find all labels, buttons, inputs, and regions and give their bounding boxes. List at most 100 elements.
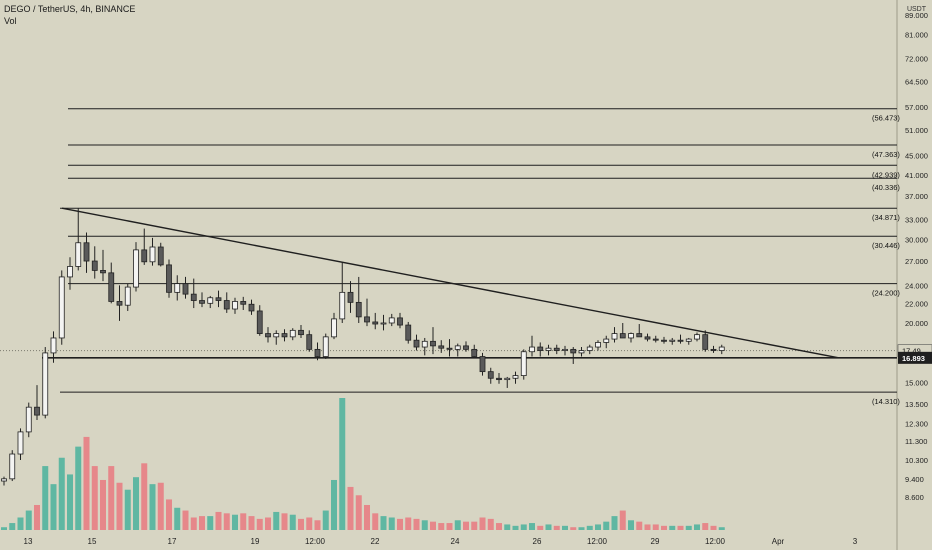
x-tick-label: 29 bbox=[651, 537, 660, 546]
candle-body bbox=[644, 336, 651, 340]
volume-bar bbox=[289, 514, 296, 530]
x-tick-label: 12:00 bbox=[587, 537, 608, 546]
candle-body bbox=[75, 242, 82, 267]
horizontal-level-label: (40.336) bbox=[872, 183, 900, 192]
volume-bar bbox=[496, 523, 502, 530]
y-tick-label: 89.000 bbox=[905, 11, 928, 20]
y-tick-label: 10.300 bbox=[905, 456, 928, 465]
volume-bar bbox=[298, 518, 304, 530]
volume-bar bbox=[364, 504, 370, 530]
x-tick-label: 12:00 bbox=[705, 537, 726, 546]
candle-body bbox=[298, 329, 304, 336]
volume-bar bbox=[91, 466, 98, 530]
volume-bar bbox=[372, 513, 379, 530]
candle-body bbox=[17, 431, 24, 455]
volume-bar bbox=[512, 525, 519, 530]
volume-bar bbox=[190, 517, 197, 530]
volume-bar bbox=[83, 436, 90, 530]
x-tick-label: 13 bbox=[24, 537, 33, 546]
y-tick-label: 57.000 bbox=[905, 103, 928, 112]
candle-body bbox=[50, 337, 57, 354]
volume-bar bbox=[570, 527, 577, 530]
volume-bar bbox=[454, 520, 461, 530]
horizontal-level-label: (47.363) bbox=[872, 150, 900, 159]
candle-body bbox=[67, 266, 73, 278]
volume-bar bbox=[116, 482, 123, 530]
candle-body bbox=[141, 249, 148, 263]
y-tick-label: 15.000 bbox=[905, 378, 928, 387]
candle-body bbox=[314, 348, 321, 357]
candle-body bbox=[471, 348, 478, 357]
volume-bar bbox=[108, 466, 115, 530]
volume-bar bbox=[628, 520, 634, 530]
candle-body bbox=[100, 270, 106, 274]
candle-body bbox=[430, 340, 436, 347]
volume-bar bbox=[685, 525, 692, 530]
volume-bar bbox=[248, 516, 255, 530]
candle-body bbox=[463, 345, 469, 350]
candle-body bbox=[133, 249, 139, 288]
candle-body bbox=[83, 242, 90, 262]
volume-bar bbox=[578, 527, 585, 530]
candle-body bbox=[273, 333, 280, 338]
volume-bar bbox=[166, 499, 172, 530]
y-tick-label: 11.300 bbox=[905, 437, 927, 446]
x-tick-label: 26 bbox=[533, 537, 542, 546]
volume-bar bbox=[694, 524, 700, 530]
volume-bar bbox=[42, 466, 49, 530]
y-tick-label: 45.000 bbox=[905, 152, 928, 161]
volume-bar bbox=[710, 525, 717, 530]
volume-bar bbox=[141, 463, 148, 530]
axis-unit-label: USDT bbox=[906, 6, 926, 13]
volume-bar bbox=[438, 523, 445, 530]
candle-body bbox=[281, 333, 288, 338]
candle-body bbox=[718, 346, 725, 351]
horizontal-level-label: (24.200) bbox=[872, 289, 900, 298]
volume-bar bbox=[281, 513, 288, 530]
candle-body bbox=[512, 375, 519, 379]
y-tick-label: 8.600 bbox=[905, 493, 924, 502]
candle-body bbox=[619, 333, 626, 339]
volume-bar bbox=[34, 504, 40, 530]
candle-body bbox=[496, 377, 502, 381]
volume-bar bbox=[1, 527, 7, 530]
candle-body bbox=[190, 293, 197, 301]
volume-bar bbox=[595, 524, 601, 530]
volume-bar bbox=[273, 511, 280, 530]
candle-body bbox=[265, 333, 271, 338]
candle-body bbox=[545, 347, 552, 351]
candle-body bbox=[339, 291, 346, 320]
volume-bar bbox=[471, 521, 478, 530]
candle-body bbox=[669, 339, 676, 342]
candle-body bbox=[199, 300, 205, 304]
candle-body bbox=[347, 291, 354, 303]
volume-bar bbox=[347, 486, 354, 530]
candle-body bbox=[248, 303, 255, 312]
candle-body bbox=[207, 297, 214, 304]
candle-body bbox=[166, 264, 172, 293]
current-price-label: 17.49 bbox=[902, 347, 921, 356]
candle-body bbox=[562, 348, 568, 351]
candle-body bbox=[537, 346, 544, 351]
support-price-tag bbox=[898, 351, 932, 364]
volume-bar bbox=[405, 517, 412, 530]
volume-bar bbox=[67, 474, 73, 530]
volume-bar bbox=[174, 507, 181, 530]
volume-bar bbox=[380, 516, 387, 530]
volume-bar bbox=[553, 525, 560, 530]
candle-body bbox=[331, 318, 337, 338]
volume-bar bbox=[50, 484, 57, 530]
volume-bar bbox=[669, 525, 676, 530]
volume-bar bbox=[133, 477, 139, 530]
candle-body bbox=[34, 406, 40, 416]
x-tick-label: 19 bbox=[251, 537, 260, 546]
candle-body bbox=[570, 348, 577, 354]
volume-bar bbox=[149, 484, 156, 530]
candle-body bbox=[677, 339, 684, 342]
candle-body bbox=[232, 301, 238, 310]
volume-bar bbox=[586, 525, 593, 530]
horizontal-level-label: (56.473) bbox=[872, 114, 900, 123]
candle-body bbox=[595, 342, 601, 348]
